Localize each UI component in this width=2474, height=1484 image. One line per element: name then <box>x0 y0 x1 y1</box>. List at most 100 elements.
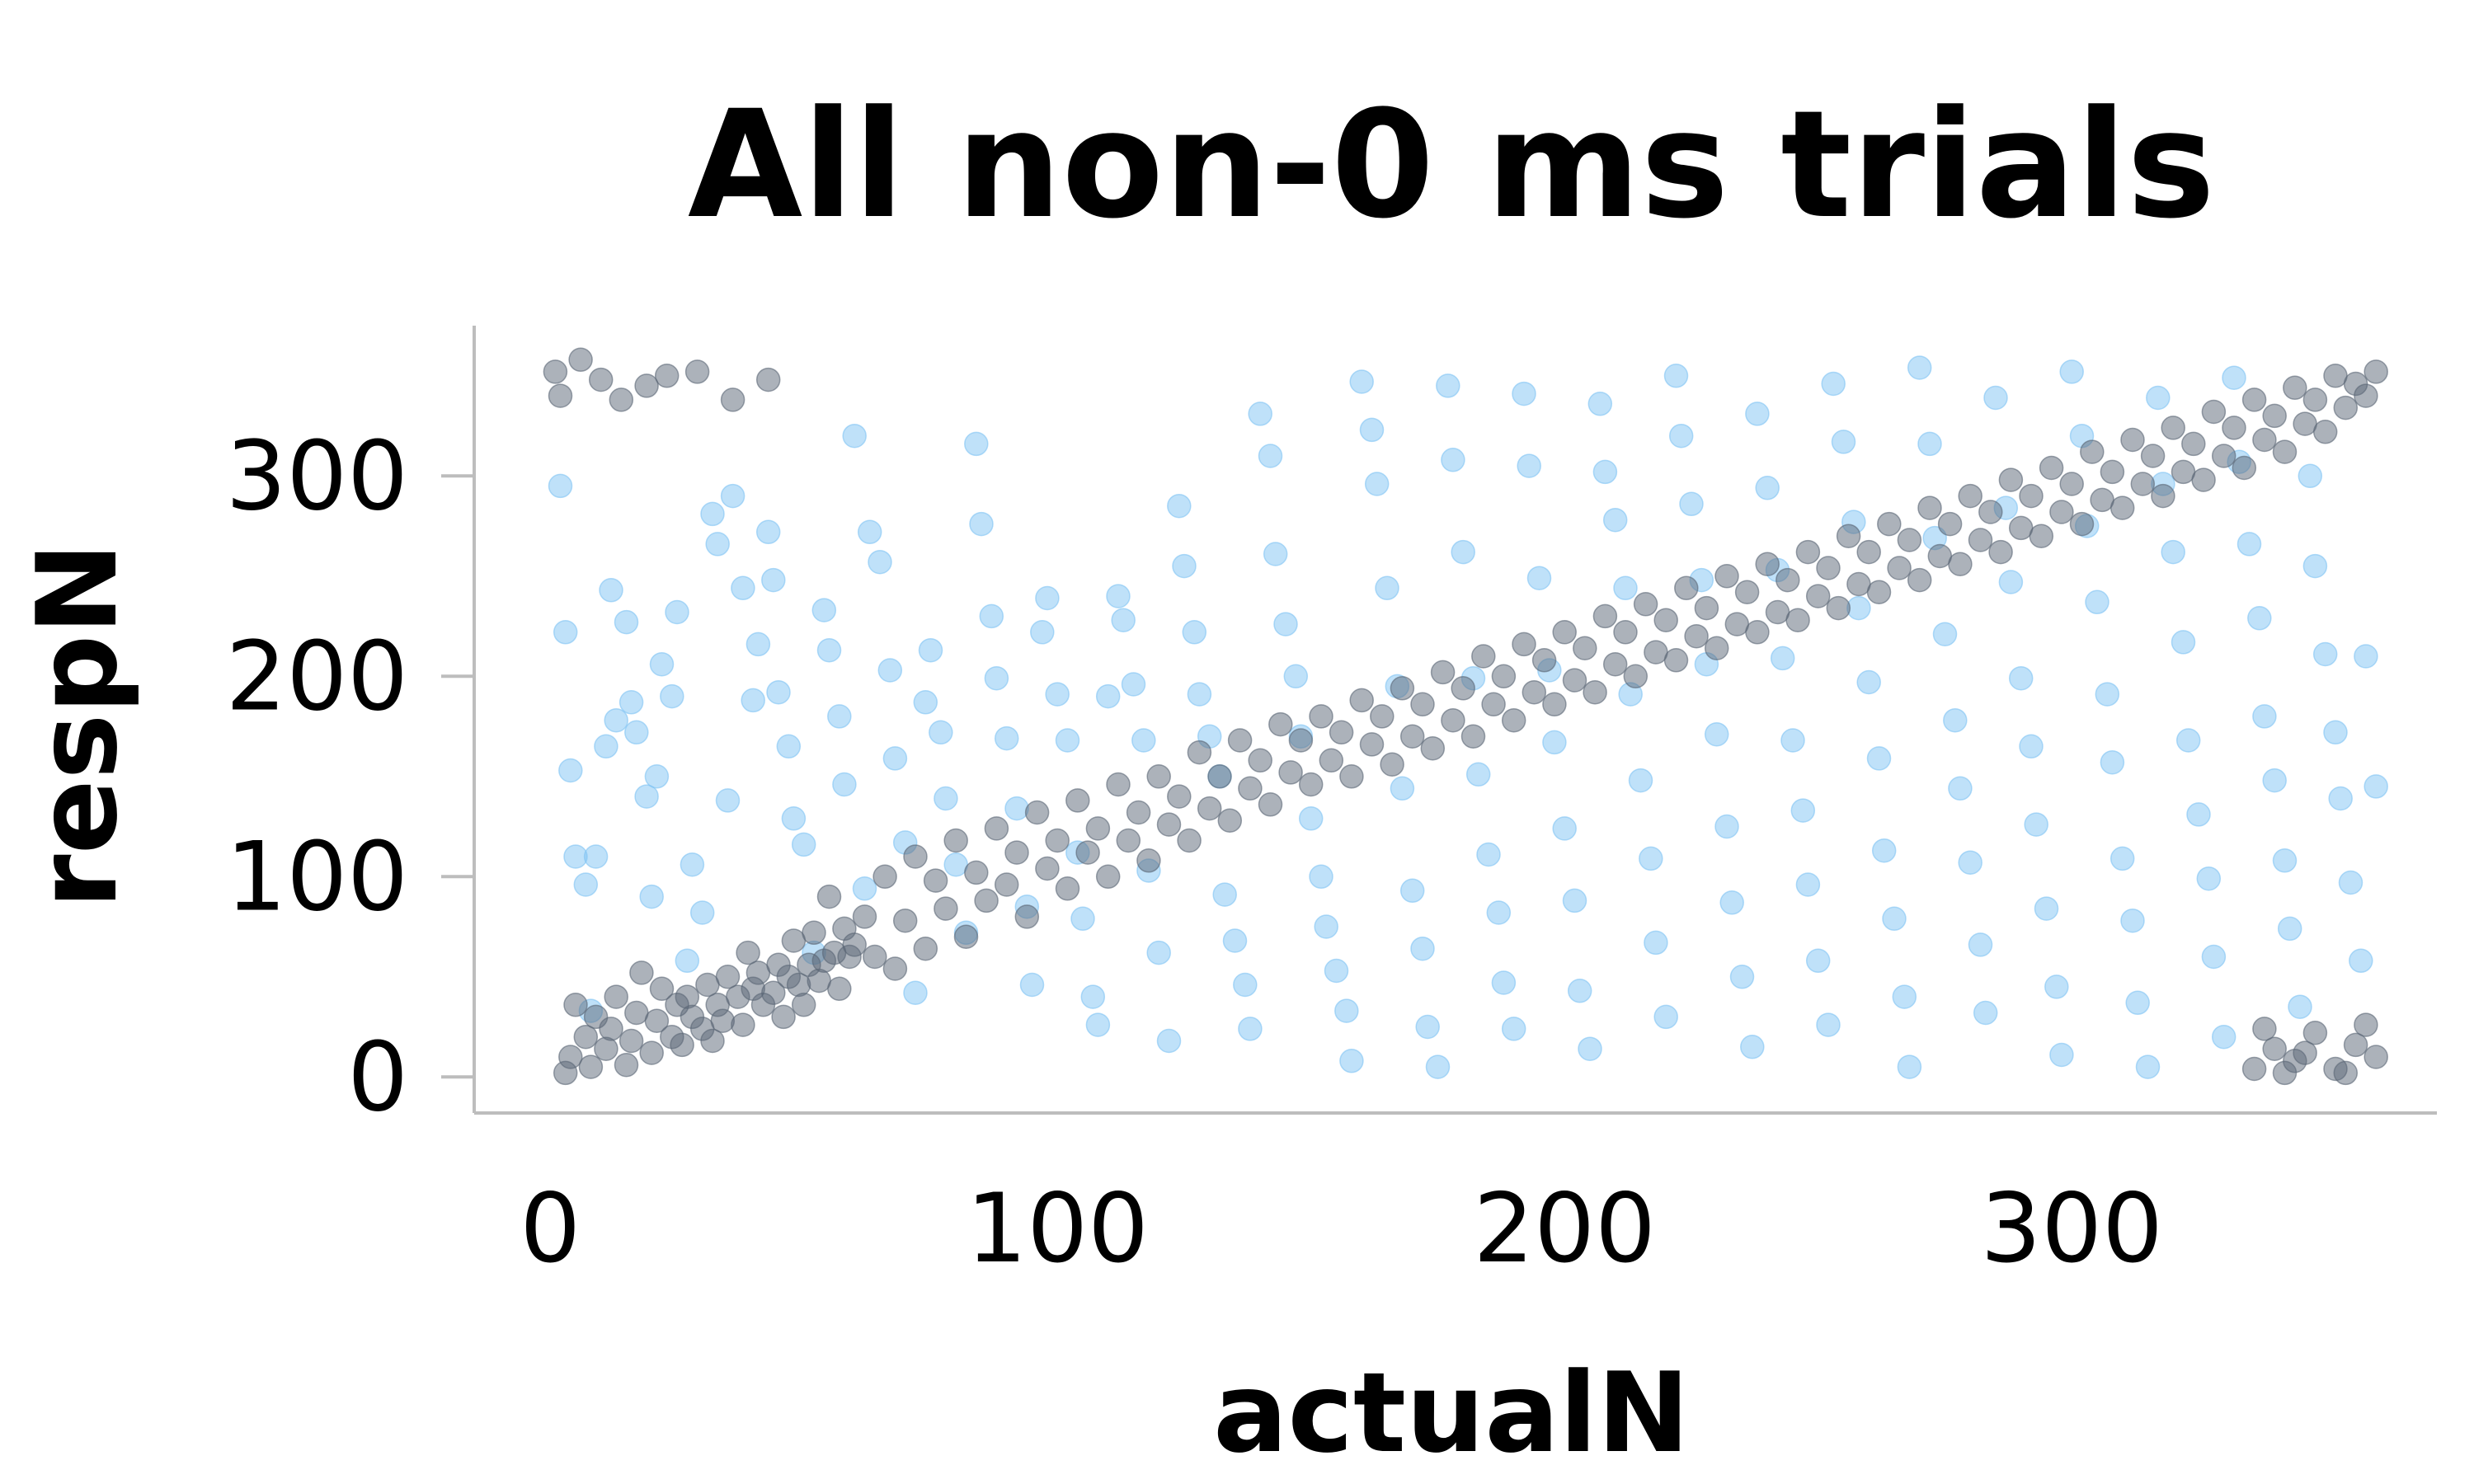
data-point <box>665 599 689 625</box>
data-point <box>2090 487 2114 513</box>
data-point <box>736 940 760 965</box>
data-point <box>720 387 745 412</box>
data-point <box>1420 735 1446 761</box>
data-point <box>1663 648 1689 673</box>
data-point <box>974 888 999 913</box>
data-point <box>877 658 903 683</box>
data-point <box>1836 524 1861 548</box>
data-point <box>1917 495 1942 520</box>
data-point <box>1816 556 1841 580</box>
data-point <box>2120 427 2145 453</box>
data-point <box>573 1024 599 1050</box>
data-point <box>2059 472 2084 496</box>
data-point <box>548 473 573 499</box>
data-point <box>1410 692 1435 717</box>
data-point <box>1512 381 1536 406</box>
data-point <box>2252 427 2277 453</box>
data-point <box>1740 1035 1765 1059</box>
data-point <box>1517 453 1541 478</box>
data-point <box>1309 864 1333 890</box>
data-point <box>969 511 994 537</box>
data-point <box>1319 748 1344 773</box>
data-point <box>1339 764 1364 789</box>
chart-title: All non-0 ms trials <box>688 79 2215 251</box>
data-point <box>2175 728 2201 753</box>
data-point <box>1943 707 1968 733</box>
data-point <box>913 690 938 715</box>
data-point <box>2120 908 2145 933</box>
data-point <box>599 578 623 603</box>
data-point <box>1542 692 1567 717</box>
data-point <box>1430 660 1456 685</box>
data-point <box>2302 553 2328 579</box>
data-point <box>1526 566 1552 590</box>
data-point <box>1729 965 1755 989</box>
data-point <box>1522 679 1547 705</box>
data-point <box>1998 570 2024 594</box>
data-point <box>1745 620 1770 645</box>
data-point <box>1055 728 1080 753</box>
data-point <box>994 726 1019 751</box>
data-point <box>1719 890 1744 915</box>
data-point <box>872 864 897 890</box>
data-point <box>1846 571 1871 597</box>
data-point <box>2312 641 2338 667</box>
data-point <box>1948 776 1973 801</box>
data-point <box>599 1017 623 1041</box>
data-point <box>2288 994 2312 1019</box>
data-point <box>1004 840 1029 865</box>
data-point <box>1968 932 1993 957</box>
data-point <box>1871 838 1897 863</box>
data-point <box>1562 888 1587 913</box>
data-point <box>1248 402 1272 426</box>
axes-layer: 0 100 200 300 0 100 200 300 <box>226 326 2437 1284</box>
data-point <box>2109 846 2135 871</box>
data-point <box>1562 668 1587 693</box>
data-point <box>1755 476 1780 500</box>
data-point <box>629 960 654 985</box>
x-tick-label: 300 <box>1980 1173 2162 1284</box>
data-point <box>684 359 710 384</box>
data-point <box>1816 1012 1841 1037</box>
data-point <box>1399 878 1425 904</box>
data-point <box>892 908 918 933</box>
x-tick-label: 100 <box>967 1173 1149 1284</box>
data-point <box>2343 1032 2368 1058</box>
data-point <box>1075 840 1100 865</box>
data-point <box>745 632 771 657</box>
data-point <box>1602 507 1628 533</box>
data-point <box>791 993 816 1017</box>
data-point <box>1592 459 1618 485</box>
data-point <box>1085 816 1111 841</box>
data-point <box>1441 707 1465 733</box>
data-point <box>2024 812 2048 837</box>
data-point <box>731 1012 755 1037</box>
data-point <box>2161 416 2185 440</box>
data-point <box>1156 1028 1182 1054</box>
data-point <box>710 1008 736 1033</box>
data-point <box>1907 567 1932 593</box>
data-point <box>2252 1017 2277 1041</box>
data-point <box>1375 575 1399 601</box>
data-point <box>700 1028 725 1054</box>
data-point <box>1628 768 1653 793</box>
data-point <box>1314 914 1338 939</box>
data-point <box>1045 682 1070 707</box>
data-point <box>2039 455 2064 481</box>
data-point <box>1111 608 1136 632</box>
data-point <box>1227 728 1253 753</box>
y-tick-label: 300 <box>226 420 408 532</box>
data-point <box>1932 622 1958 646</box>
data-point <box>1592 603 1618 629</box>
data-point <box>1897 528 1922 552</box>
data-point <box>2272 1060 2298 1086</box>
data-point <box>1937 511 1963 537</box>
data-point <box>1080 984 1106 1009</box>
data-point <box>1831 430 1856 454</box>
data-point <box>1233 972 1258 998</box>
data-point <box>1278 760 1303 785</box>
data-point <box>1106 772 1131 797</box>
data-point <box>1460 724 1486 749</box>
data-point <box>2181 431 2206 457</box>
data-point <box>903 980 928 1005</box>
